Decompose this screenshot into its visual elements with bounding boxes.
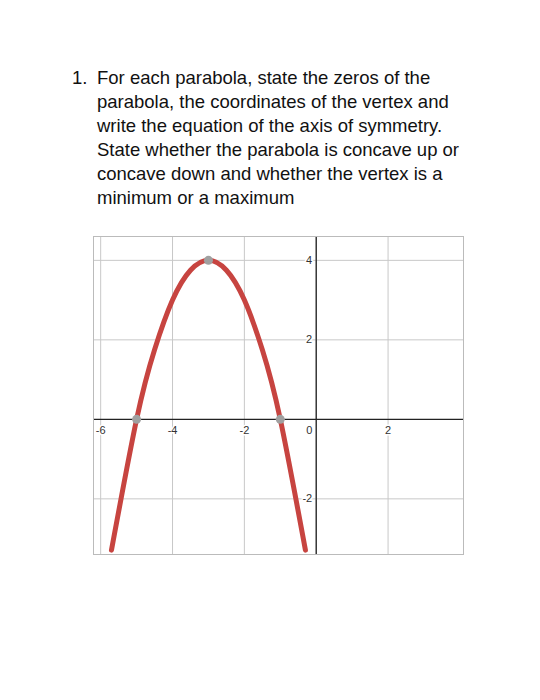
svg-text:2: 2: [306, 333, 312, 345]
html-text:concave down and whether the v: concave down and whether the vertex is a: [97, 163, 443, 184]
svg-text:-2: -2: [239, 424, 249, 436]
svg-text:-6: -6: [96, 424, 106, 436]
html-text:1.: 1.: [72, 67, 88, 88]
html-text:For each parabola, state the z: For each parabola, state the zeros of th…: [97, 67, 431, 88]
html-text:write the equation of the axis: write the equation of the axis of symmet…: [97, 115, 443, 136]
svg-text:-2: -2: [302, 492, 312, 504]
svg-text:0: 0: [306, 424, 312, 436]
html-text:minimum or a maximum: minimum or a maximum: [97, 187, 295, 208]
svg-text:2: 2: [385, 424, 391, 436]
html-text:parabola, the coordinates of t: parabola, the coordinates of the vertex …: [97, 91, 449, 112]
svg-text:4: 4: [306, 254, 312, 266]
html-text:State whether the parabola is: State whether the parabola is concave up…: [97, 139, 459, 160]
svg-text:-4: -4: [168, 424, 178, 436]
